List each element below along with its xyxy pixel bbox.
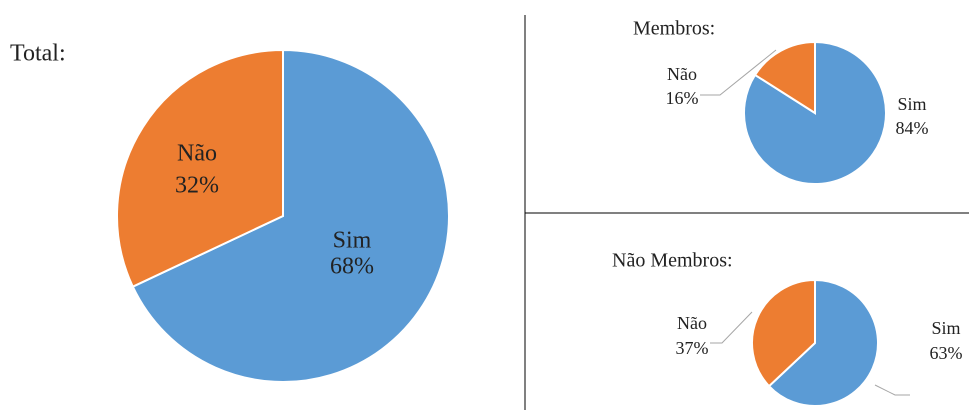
chart-title: Total: <box>10 41 66 67</box>
slice-value-label: 68% <box>330 254 374 280</box>
pie-slice <box>767 278 879 407</box>
leader-line <box>710 311 753 344</box>
slice-value-label: 84% <box>896 118 929 138</box>
slice-value-label: 63% <box>930 343 963 363</box>
leader-line <box>700 49 777 96</box>
pie-slice <box>751 278 816 388</box>
pie-slice <box>753 40 816 115</box>
slice-category: Sim <box>931 318 960 338</box>
leader-line <box>874 384 910 396</box>
slice-value-label: 16% <box>666 88 699 108</box>
slice-category: Não <box>677 313 707 333</box>
slice-category: Não <box>177 141 217 167</box>
pie-slice <box>116 48 284 289</box>
slice-category: Sim <box>897 94 926 114</box>
slice-category: Não <box>667 64 697 84</box>
slice-value-label: 37% <box>676 338 709 358</box>
chart-title: Membros: <box>633 18 715 40</box>
slice-category: Sim <box>333 228 372 254</box>
slice-value-label: 32% <box>175 173 219 199</box>
chart-title: Não Membros: <box>612 250 733 272</box>
pie-slice <box>131 48 450 383</box>
